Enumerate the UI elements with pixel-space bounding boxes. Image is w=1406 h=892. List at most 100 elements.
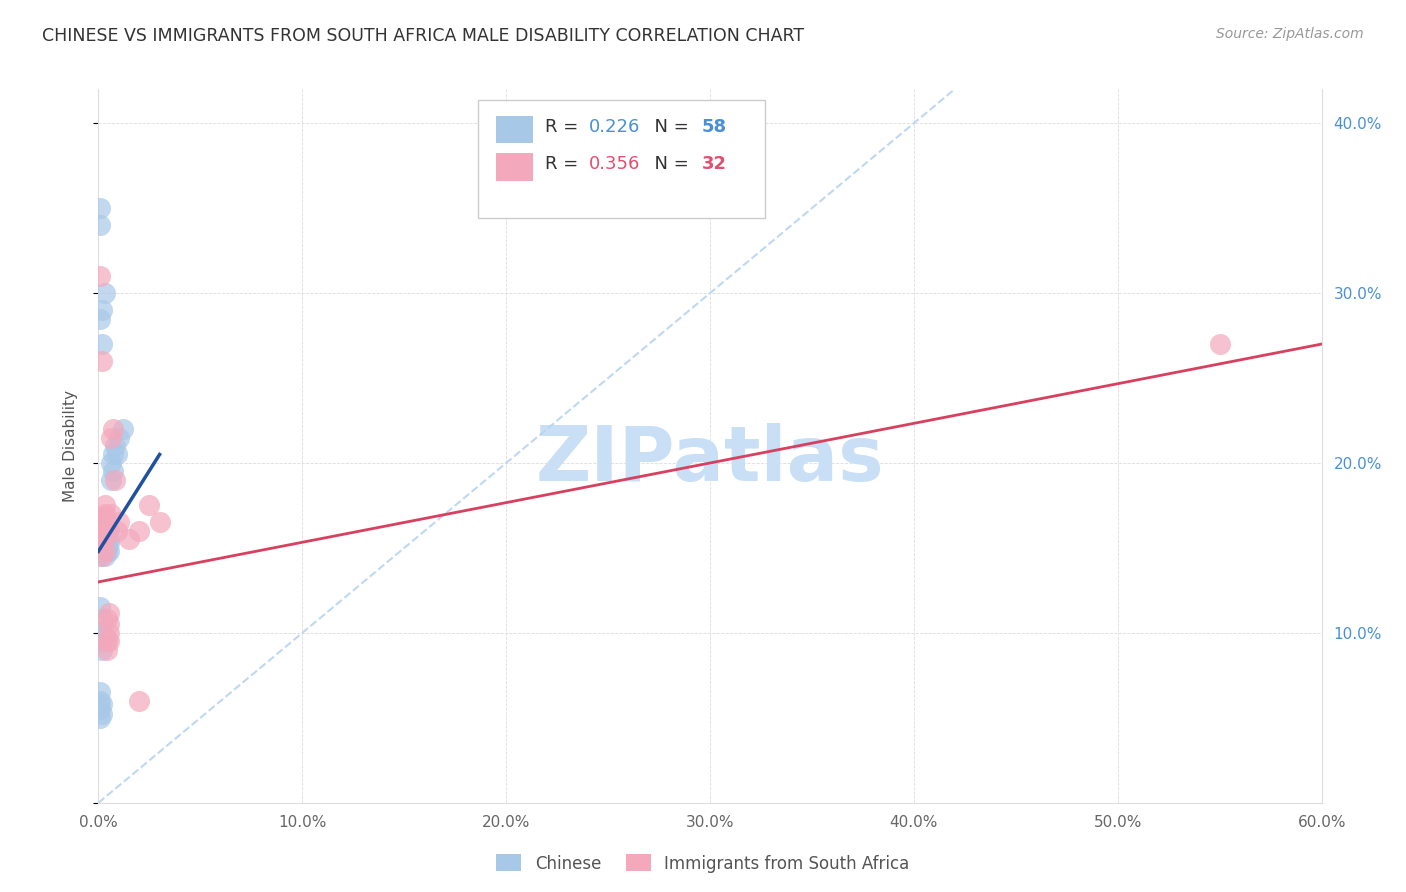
Point (89, 685, 111, 699)
Point (91, 519, 114, 533)
Point (93, 544, 115, 558)
Point (89, 694, 111, 708)
Point (96, 533, 118, 547)
Point (108, 430, 131, 444)
Point (89, 533, 111, 547)
Point (93, 510, 115, 524)
Point (96, 524, 118, 538)
Point (101, 422, 124, 436)
Point (89, 537, 111, 551)
Point (89, 311, 111, 326)
Point (91, 544, 114, 558)
Point (91, 533, 114, 547)
Point (91, 510, 114, 524)
Point (93, 286, 115, 301)
Point (93, 527, 115, 541)
Text: N =: N = (643, 118, 695, 136)
Point (101, 448, 124, 462)
Point (89, 549, 111, 564)
Text: 0.226: 0.226 (589, 118, 640, 136)
Point (100, 456, 122, 470)
Point (100, 507, 122, 521)
Point (101, 465, 124, 479)
Point (128, 694, 150, 708)
Point (91, 626, 114, 640)
Text: Source: ZipAtlas.com: Source: ZipAtlas.com (1216, 27, 1364, 41)
Point (104, 473, 127, 487)
Point (96, 524, 118, 538)
Point (91, 529, 114, 543)
Point (91, 707, 114, 722)
Point (97, 536, 120, 550)
Point (91, 643, 114, 657)
Text: R =: R = (546, 155, 583, 173)
Point (89, 201, 111, 215)
Point (97, 533, 120, 547)
Point (93, 507, 115, 521)
Point (91, 527, 114, 541)
Point (91, 544, 114, 558)
Point (96, 544, 118, 558)
Point (96, 612, 118, 626)
Point (91, 536, 114, 550)
Point (91, 698, 114, 712)
Point (91, 524, 114, 538)
Point (89, 527, 111, 541)
Text: CHINESE VS IMMIGRANTS FROM SOUTH AFRICA MALE DISABILITY CORRELATION CHART: CHINESE VS IMMIGRANTS FROM SOUTH AFRICA … (42, 27, 804, 45)
Point (89, 702, 111, 716)
Point (93, 629, 115, 643)
Point (93, 536, 115, 550)
Point (105, 448, 128, 462)
Point (93, 524, 115, 538)
Point (97, 524, 120, 538)
Point (89, 533, 111, 547)
Point (96, 533, 118, 547)
Legend: Chinese, Immigrants from South Africa: Chinese, Immigrants from South Africa (489, 847, 917, 880)
Point (91, 337, 114, 351)
Text: ZIPatlas: ZIPatlas (536, 424, 884, 497)
Point (93, 544, 115, 558)
Point (89, 218, 111, 232)
Point (100, 473, 122, 487)
Text: R =: R = (546, 118, 583, 136)
Point (93, 527, 115, 541)
Y-axis label: Male Disability: Male Disability (63, 390, 77, 502)
Point (111, 422, 134, 436)
Point (93, 533, 115, 547)
Point (91, 612, 114, 626)
Point (89, 520, 111, 534)
Point (97, 634, 120, 648)
Point (104, 439, 127, 453)
Point (97, 544, 120, 558)
Point (93, 537, 115, 551)
Point (100, 430, 122, 444)
Text: 0.356: 0.356 (589, 155, 640, 173)
Bar (496, 116, 533, 143)
FancyBboxPatch shape (478, 100, 765, 218)
Point (128, 524, 150, 538)
Point (91, 541, 114, 555)
Point (89, 600, 111, 615)
Point (89, 269, 111, 284)
Point (1209, 337, 1232, 351)
Point (105, 524, 128, 538)
Point (97, 606, 120, 620)
Point (97, 626, 120, 640)
Point (149, 516, 172, 530)
Point (96, 643, 118, 657)
Point (93, 549, 115, 564)
Point (138, 499, 160, 513)
Point (118, 533, 141, 547)
Point (89, 634, 111, 648)
Point (93, 499, 115, 513)
Point (96, 541, 118, 555)
Point (96, 634, 118, 648)
Text: N =: N = (643, 155, 695, 173)
Text: 32: 32 (702, 155, 727, 173)
Point (89, 516, 111, 530)
Point (108, 516, 131, 530)
Text: 58: 58 (702, 118, 727, 136)
Point (91, 533, 114, 547)
Bar (496, 153, 533, 180)
Point (91, 303, 114, 318)
